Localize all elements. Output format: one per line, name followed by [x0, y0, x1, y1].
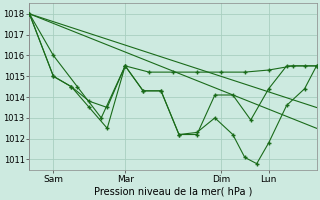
X-axis label: Pression niveau de la mer( hPa ): Pression niveau de la mer( hPa ) [94, 187, 252, 197]
